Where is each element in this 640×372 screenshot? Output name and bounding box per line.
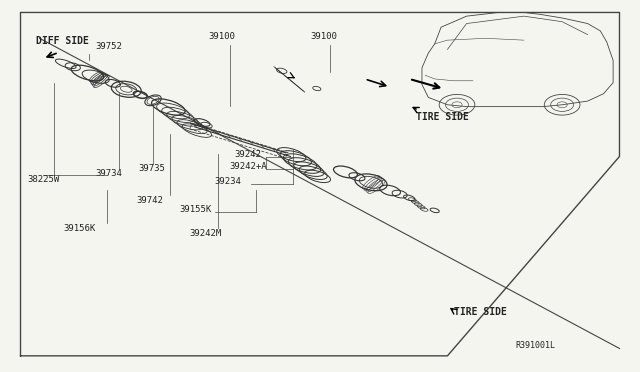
Text: DIFF SIDE: DIFF SIDE (36, 36, 90, 46)
Text: 39234: 39234 (215, 177, 242, 186)
Text: R391001L: R391001L (516, 341, 556, 350)
Text: 38225W: 38225W (27, 175, 59, 184)
Text: 39155K: 39155K (180, 205, 212, 214)
Text: 39156K: 39156K (64, 224, 96, 232)
Text: 39242: 39242 (234, 150, 261, 159)
Text: 39752: 39752 (96, 42, 123, 51)
Text: 39242M: 39242M (189, 229, 221, 238)
Text: 39742: 39742 (136, 196, 163, 205)
Text: 39735: 39735 (138, 164, 165, 173)
Text: TIRE SIDE: TIRE SIDE (415, 112, 468, 122)
Text: 39242+A: 39242+A (230, 162, 267, 171)
Text: TIRE SIDE: TIRE SIDE (454, 307, 507, 317)
Text: 39734: 39734 (96, 169, 123, 179)
Text: 39100: 39100 (209, 32, 236, 41)
Text: 39100: 39100 (310, 32, 337, 41)
